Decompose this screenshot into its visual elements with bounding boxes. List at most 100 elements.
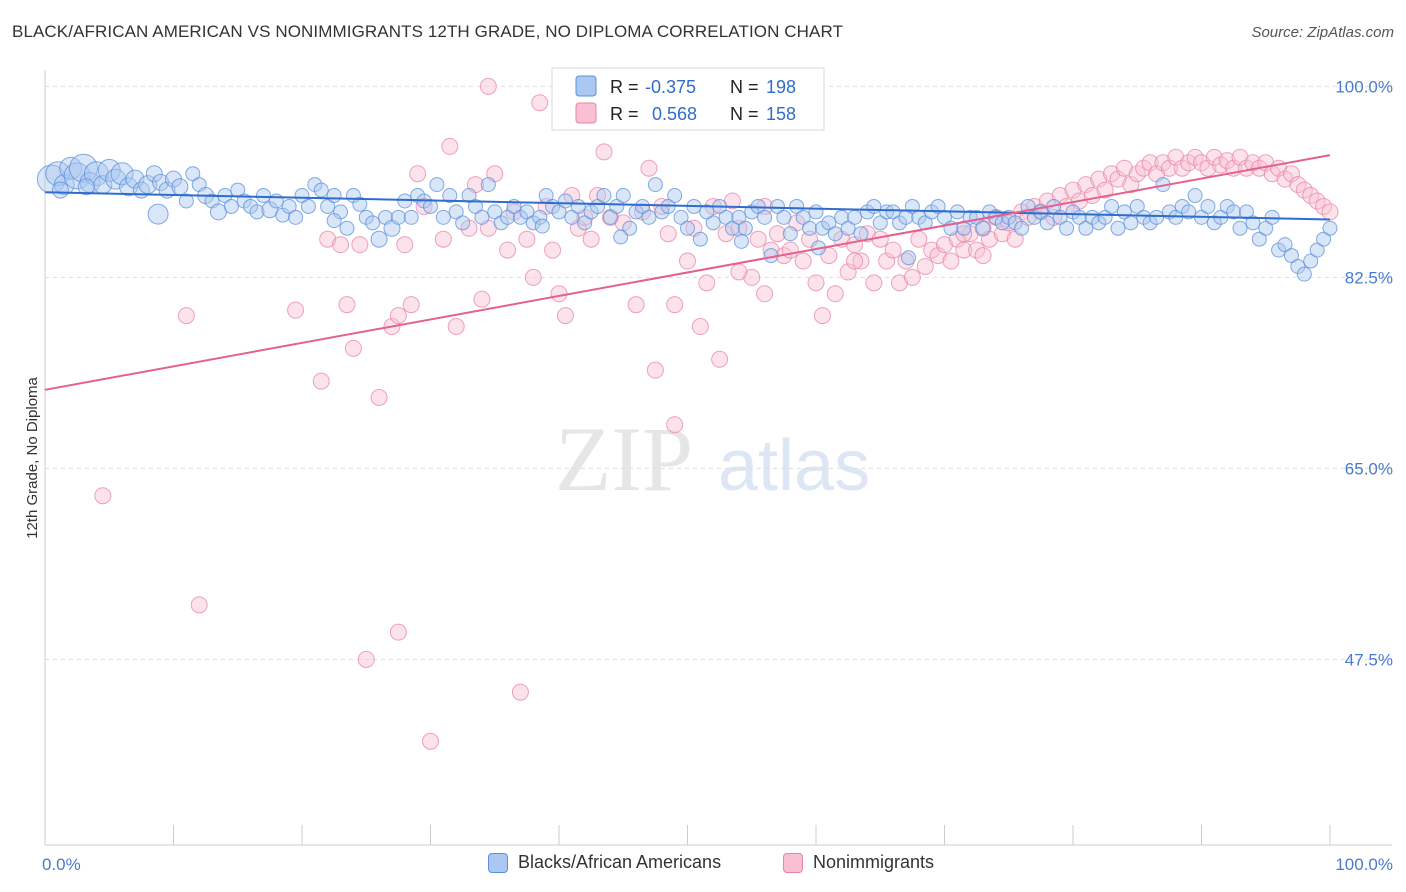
stats-r-value-1: -0.375 xyxy=(645,77,696,97)
legend-item-blacks: Blacks/African Americans xyxy=(488,852,721,873)
blacks-point-184 xyxy=(1226,204,1242,220)
nonimmigrants-point-86 xyxy=(916,257,934,275)
y-axis-title: 12th Grade, No Diploma xyxy=(24,376,41,538)
nonimmigrants-point-150 xyxy=(479,77,497,95)
blacks-point-106 xyxy=(724,220,740,236)
blacks-point-21 xyxy=(178,193,194,209)
blacks-point-65 xyxy=(461,188,477,204)
stats-r-value-2: 0.568 xyxy=(652,104,697,124)
nonimmigrants-point-152 xyxy=(595,143,613,161)
nonimmigrants-point-143 xyxy=(1282,165,1300,183)
nonimmigrants-point-111 xyxy=(1077,176,1095,194)
nonimmigrants-point-19 xyxy=(434,230,452,248)
nonimmigrants-point-6 xyxy=(332,236,350,254)
y-tick-label-2: 65.0% xyxy=(1345,459,1393,478)
nonimmigrants-point-3 xyxy=(287,301,305,319)
nonimmigrants-point-117 xyxy=(1115,159,1133,177)
blacks-point-74 xyxy=(519,204,535,220)
blacks-point-192 xyxy=(1277,237,1293,253)
nonimmigrants-point-30 xyxy=(524,268,542,286)
nonimmigrants-point-53 xyxy=(698,274,716,292)
blacks-trend-line xyxy=(44,191,1331,221)
blacks-point-121 xyxy=(821,215,837,231)
nonimmigrants-point-13 xyxy=(389,307,407,325)
bottom-legend: Blacks/African Americans Nonimmigrants xyxy=(0,852,1406,878)
blacks-point-54 xyxy=(390,209,406,225)
nonimmigrants-point-130 xyxy=(1199,159,1217,177)
blacks-point-108 xyxy=(737,220,753,236)
nonimmigrants-point-67 xyxy=(794,252,812,270)
nonimmigrants-trend-line xyxy=(44,154,1331,391)
blacks-point-128 xyxy=(866,198,882,214)
nonimmigrants-point-81 xyxy=(884,241,902,259)
blacks-point-114 xyxy=(776,209,792,225)
nonimmigrants-point-50 xyxy=(679,252,696,270)
nonimmigrants-point-20 xyxy=(447,318,465,336)
stats-n-label-1: N = xyxy=(730,77,759,97)
y-tick-label-0: 100.0% xyxy=(1335,77,1393,96)
blacks-point-169 xyxy=(1129,198,1145,214)
blacks-point-197 xyxy=(1309,242,1325,258)
nonimmigrants-point-15 xyxy=(402,296,420,314)
nonimmigrants-point-135 xyxy=(1231,148,1249,166)
blacks-point-92 xyxy=(635,198,651,214)
blacks-point-62 xyxy=(442,188,458,204)
stats-n-label-2: N = xyxy=(730,104,759,124)
blacks-point-155 xyxy=(1039,215,1055,231)
nonimmigrants-point-7 xyxy=(338,296,356,314)
y-tick-label-3: 47.5% xyxy=(1345,650,1393,669)
blacks-point-131 xyxy=(885,204,901,220)
nonimmigrants-point-28 xyxy=(511,683,529,701)
blacks-point-102 xyxy=(699,204,715,220)
blacks-point-188 xyxy=(1251,231,1267,247)
nonimmigrants-point-23 xyxy=(473,290,491,308)
blacks-point-16 xyxy=(145,165,163,183)
blacks-point-60 xyxy=(429,177,445,193)
blacks-point-61 xyxy=(435,209,451,225)
blacks-point-206 xyxy=(733,233,749,249)
blacks-point-71 xyxy=(500,209,516,225)
blacks-point-119 xyxy=(808,204,824,220)
blacks-point-198 xyxy=(1316,231,1332,247)
nonimmigrants-point-5 xyxy=(319,230,337,248)
blacks-point-158 xyxy=(1059,220,1075,236)
blacks-point-97 xyxy=(667,188,683,204)
nonimmigrants-point-149 xyxy=(1321,203,1339,221)
blacks-point-186 xyxy=(1238,204,1254,220)
legend-item-nonimmigrants: Nonimmigrants xyxy=(783,852,934,873)
blacks-point-205 xyxy=(613,229,629,245)
blacks-point-172 xyxy=(1149,209,1165,225)
legend-label-blacks: Blacks/African Americans xyxy=(518,852,722,872)
nonimmigrants-point-158 xyxy=(974,247,992,265)
blacks-point-202 xyxy=(147,203,169,225)
blacks-point-145 xyxy=(975,220,991,236)
blacks-point-22 xyxy=(185,166,201,182)
blacks-point-13 xyxy=(125,169,145,189)
blacks-point-39 xyxy=(294,188,310,204)
nonimmigrants-point-1 xyxy=(177,307,195,325)
blacks-point-193 xyxy=(1283,248,1299,264)
nonimmigrants-point-113 xyxy=(1090,170,1108,188)
blacks-point-63 xyxy=(448,204,464,220)
nonimmigrants-point-45 xyxy=(640,159,658,177)
nonimmigrants-point-10 xyxy=(357,650,375,668)
nonimmigrants-point-58 xyxy=(730,219,748,237)
blacks-point-86 xyxy=(596,188,612,204)
nonimmigrants-point-77 xyxy=(858,225,876,243)
nonimmigrants-point-151 xyxy=(389,623,407,641)
trend-lines xyxy=(44,154,1331,391)
blacks-point-151 xyxy=(1014,220,1030,236)
nonimmigrants-point-153 xyxy=(666,416,684,434)
nonimmigrants-point-74 xyxy=(839,263,857,281)
x-tick-label-1: 100.0% xyxy=(1335,855,1393,874)
nonimmigrants-point-11 xyxy=(370,388,388,406)
blacks-point-113 xyxy=(769,198,785,214)
nonimmigrants-point-8 xyxy=(344,339,362,357)
nonimmigrants-point-29 xyxy=(518,230,536,248)
blacks-point-166 xyxy=(1110,220,1126,236)
chart-title: BLACK/AFRICAN AMERICAN VS NONIMMIGRANTS … xyxy=(12,22,844,41)
blacks-point-69 xyxy=(487,204,503,220)
blacks-point-79 xyxy=(551,204,567,220)
blacks-point-46 xyxy=(339,220,355,236)
blacks-point-33 xyxy=(255,188,271,204)
